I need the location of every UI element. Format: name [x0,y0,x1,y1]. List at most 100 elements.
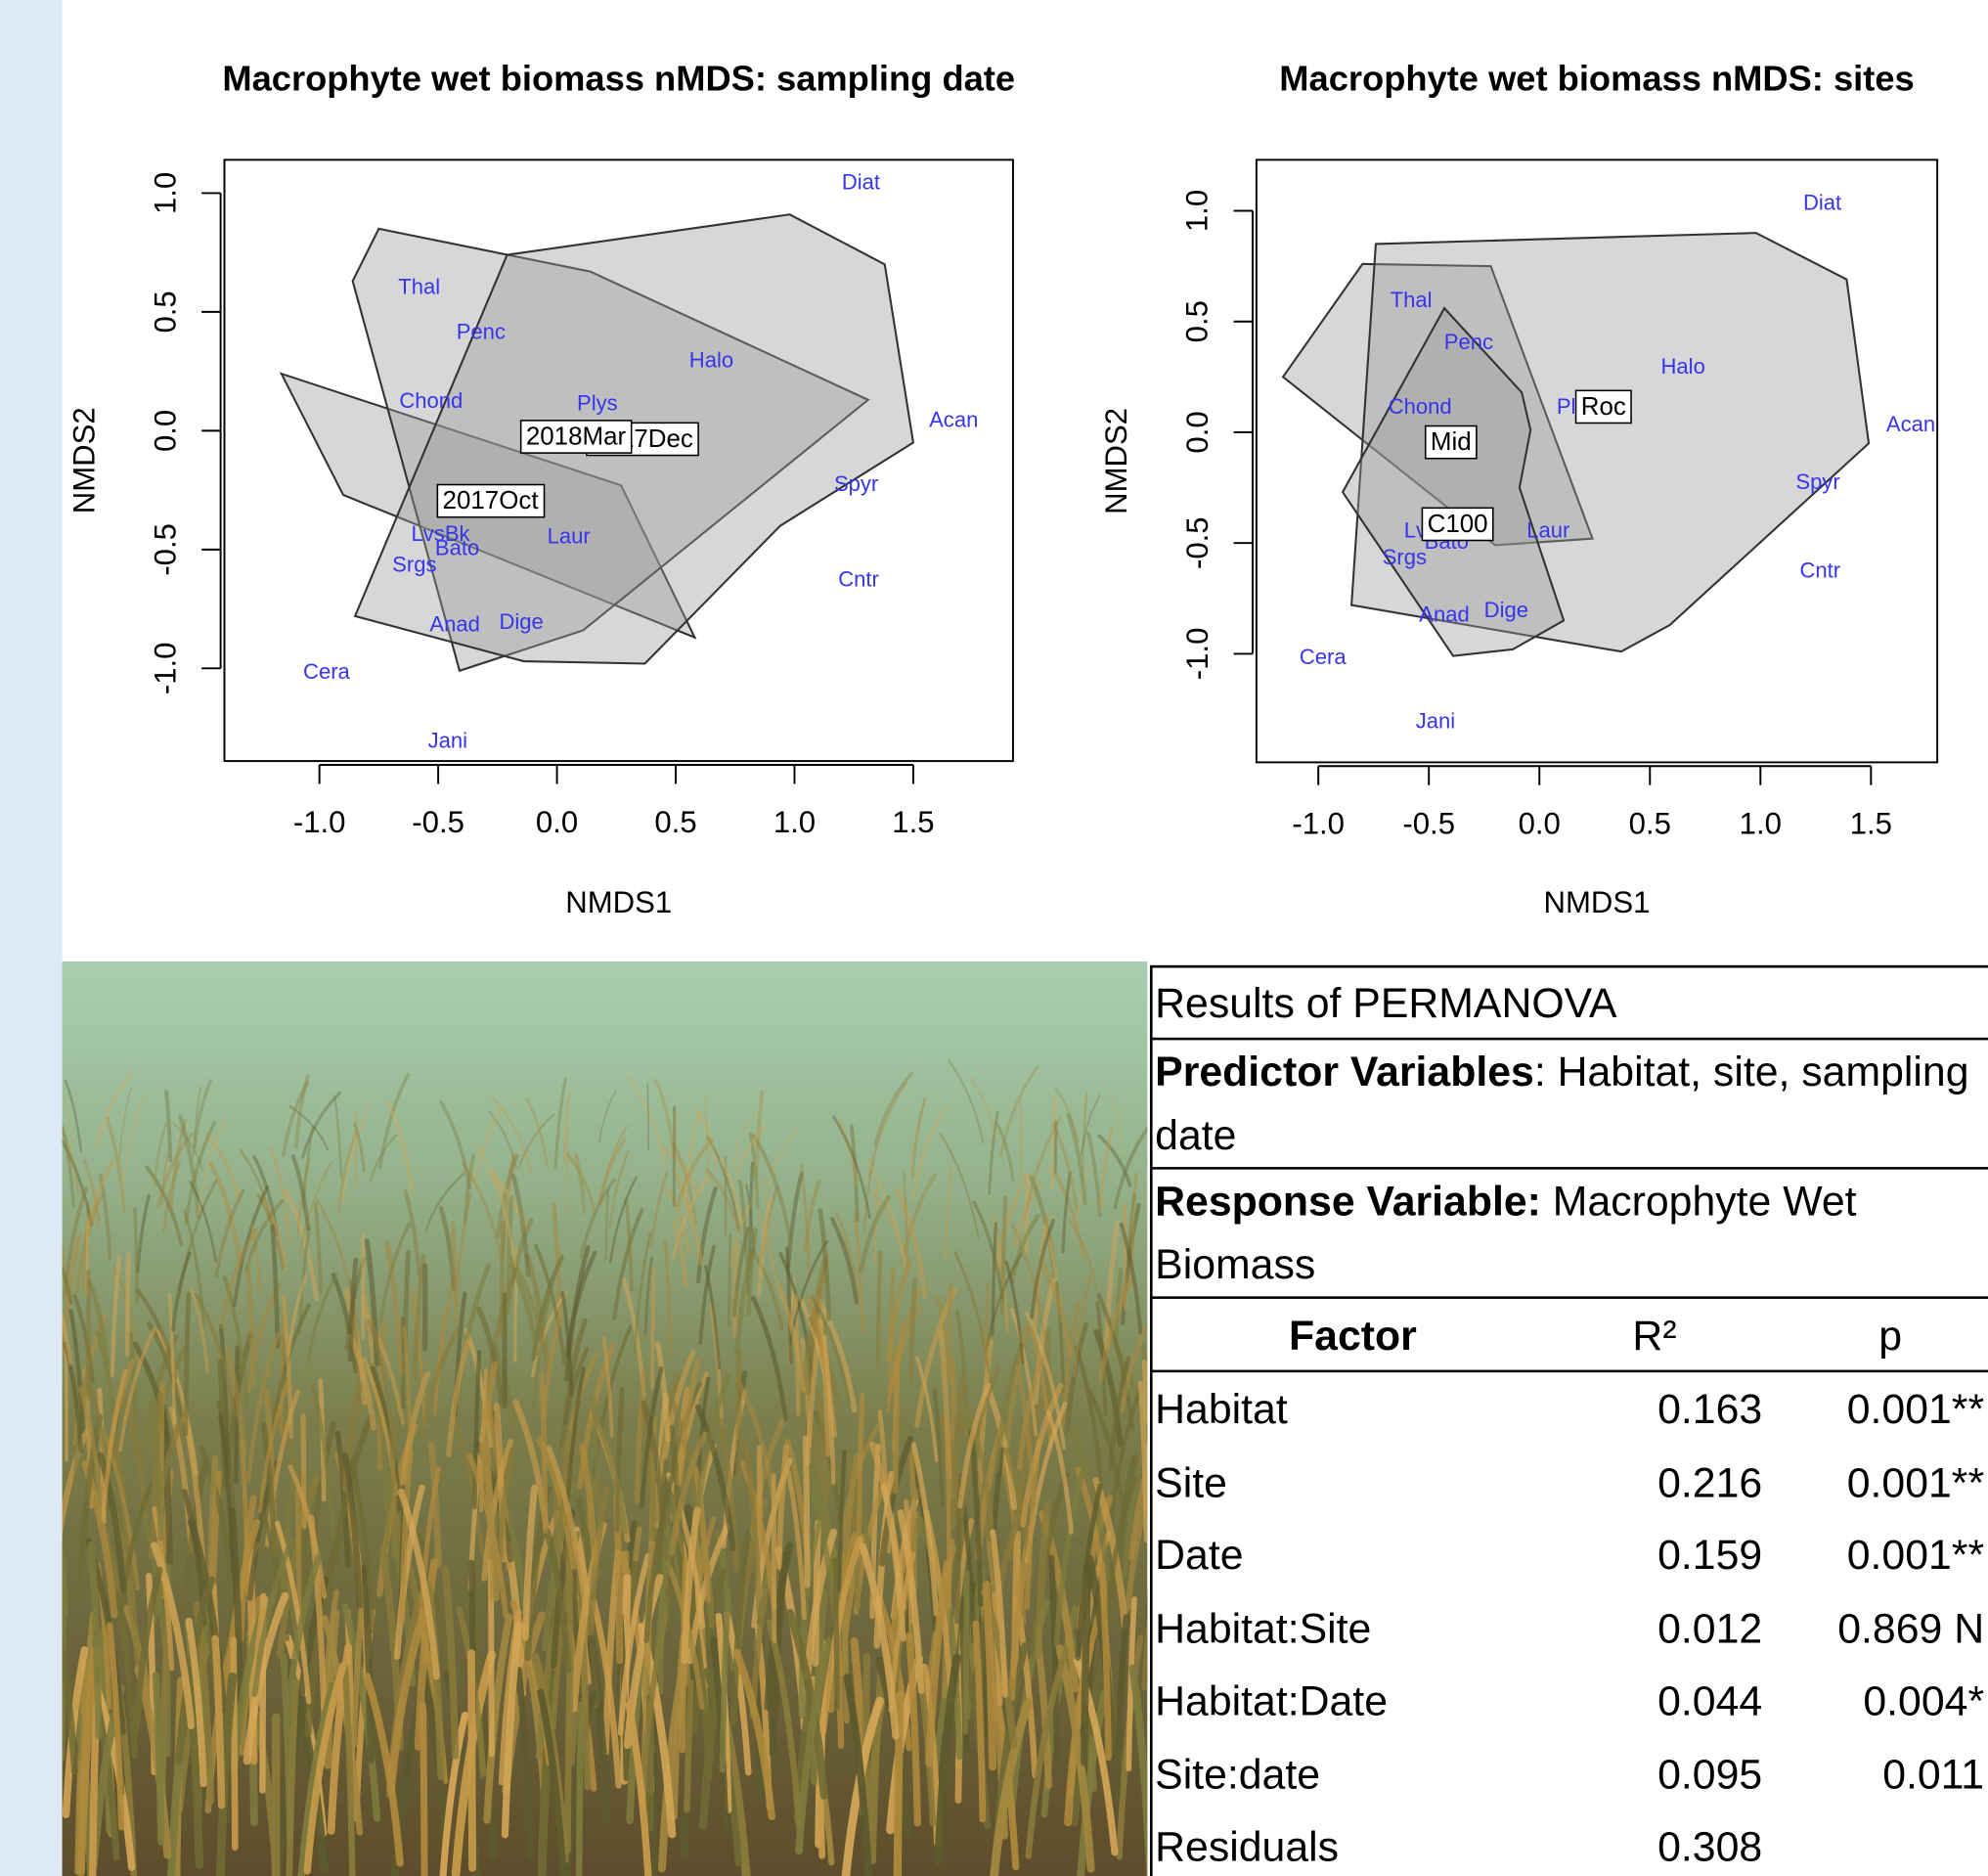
x-tick-label: -1.0 [293,805,346,839]
grass-blade [647,1084,648,1150]
plot-area: DiatThalPencHaloChondPlysAcanSpyrLaurLvs… [1283,191,1935,734]
species-label: Acan [1886,412,1935,436]
x-axis-label: NMDS1 [565,885,672,919]
grass-blade [896,1352,898,1492]
factor-cell: Habitat:Date [1155,1664,1573,1736]
species-label: Anad [1419,603,1469,627]
species-label: Cntr [1800,558,1841,582]
species-label: Anad [429,611,479,636]
species-label: Dige [1484,598,1528,622]
y-tick-label: 0.5 [148,290,182,333]
r2-cell: 0.044 [1530,1664,1762,1736]
grass-blade [965,1574,967,1732]
grass-blade [773,1475,774,1640]
response-label: Response Variable: [1155,1177,1541,1224]
table-title-cell: Results of PERMANOVA [1150,966,1988,1040]
y-tick-label: 0.0 [148,410,182,452]
grass-blade [1084,1566,1088,1763]
factor-cell: Site:date [1155,1737,1573,1809]
species-label: Penc [457,320,506,344]
centroid-label: 2017Oct [443,487,540,514]
grass-blade [878,1253,881,1366]
grass-blade [471,1653,472,1868]
species-label: Halo [1661,354,1705,379]
centroid-label: 2018Mar [526,424,627,451]
r2-cell: 0.159 [1530,1518,1762,1590]
species-label: Cera [1300,645,1347,669]
species-label: Acan [929,407,978,431]
x-tick-label: 1.5 [1850,806,1892,840]
grass-blade [391,1415,394,1556]
r2-cell: 0.095 [1530,1737,1762,1809]
centroid-label: Mid [1431,428,1472,456]
species-label: Cera [303,659,350,684]
centroid-label: C100 [1428,511,1488,538]
species-label: Thal [1391,288,1433,312]
p-cell: 0.004* [1758,1664,1984,1736]
species-label: Jani [1416,708,1455,733]
x-tick-label: 1.5 [892,805,934,839]
species-label: Diat [1803,191,1841,215]
side-strip [0,0,63,1876]
species-label: Plys [577,390,618,415]
species-label: Jani [428,728,467,752]
species-label: Laur [548,524,591,549]
permanova-table: Results of PERMANOVA Predictor Variables… [1150,966,1988,1876]
grass-blade [502,1223,504,1338]
centroid: Mid [1426,426,1477,459]
species-label: Penc [1444,330,1493,354]
predictor-label: Predictor Variables [1155,1048,1534,1094]
grass-blade [127,1255,128,1354]
poster: Results of PERMANOVA Predictor Variables… [0,0,1988,1876]
r2-cell: 0.012 [1530,1591,1762,1664]
grass-blade [835,1560,837,1708]
species-label: Cntr [838,566,879,591]
response-cell: Response Variable: Macrophyte Wet Biomas… [1150,1170,1988,1299]
centroid: 2018Mar [521,421,632,453]
grass-blade [356,1111,357,1185]
y-tick-label: 1.0 [148,172,182,214]
centroid-label: Roc [1581,393,1626,421]
grass-blade [738,1351,739,1479]
header-r2: R² [1591,1299,1718,1371]
species-label: Chond [1389,394,1452,419]
chart-title: Macrophyte wet biomass nMDS: sampling da… [222,59,1015,99]
p-cell: 0.001** [1758,1518,1984,1590]
grass-blade [234,1640,236,1848]
grass-blade [186,1294,189,1434]
x-tick-label: 0.0 [1519,806,1561,840]
r2-cell: 0.308 [1530,1810,1762,1876]
y-axis-label: NMDS2 [1099,408,1133,514]
y-tick-label: 0.0 [1180,411,1215,453]
x-tick-label: 0.5 [1629,806,1671,840]
species-label: Laur [1526,518,1569,543]
p-cell: 0.869 N [1758,1591,1984,1664]
p-cell: 0.001** [1758,1372,1984,1445]
r2-cell: 0.216 [1530,1446,1762,1518]
x-tick-label: -1.0 [1292,806,1345,840]
grass-blade [949,1284,951,1380]
y-tick-label: -0.5 [1180,516,1215,569]
species-label: Srgs [1383,545,1427,569]
species-label: Diat [842,170,880,195]
chart-title: Macrophyte wet biomass nMDS: sites [1279,59,1914,99]
species-label: Thal [398,274,440,298]
grass-blade [652,1270,654,1389]
predictor-cell: Predictor Variables: Habitat, site, samp… [1150,1040,1988,1169]
centroid: Roc [1576,390,1632,423]
seagrass-photo [18,961,1203,1876]
x-tick-label: 1.0 [1740,806,1782,840]
x-tick-label: 1.0 [773,805,816,839]
table-title: Results of PERMANOVA [1155,979,1616,1026]
factor-cell: Habitat:Site [1155,1591,1573,1664]
y-tick-label: 0.5 [1180,300,1215,342]
species-label: Bato [435,536,479,560]
x-tick-label: -0.5 [1402,806,1455,840]
centroid: C100 [1422,508,1492,540]
table-container: Results of PERMANOVA Predictor Variables… [1150,966,1988,1876]
header-p: p [1827,1299,1954,1371]
y-tick-label: -1.0 [1180,628,1215,681]
p-cell: 0.011 [1758,1737,1984,1809]
p-cell: 0.001** [1758,1446,1984,1518]
grass-blade [567,1130,568,1216]
